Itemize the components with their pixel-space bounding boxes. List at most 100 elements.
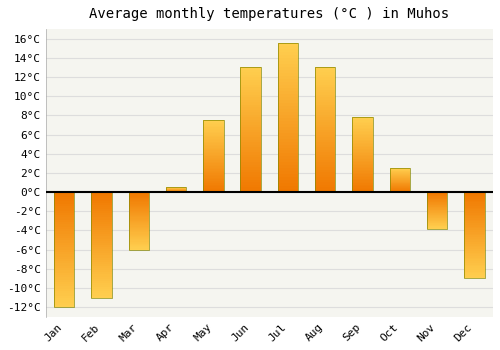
Bar — [278, 76, 298, 79]
Bar — [352, 188, 373, 189]
Bar — [54, 227, 74, 229]
Bar — [128, 206, 149, 207]
Bar — [91, 285, 112, 287]
Bar — [390, 179, 410, 180]
Bar — [315, 145, 336, 147]
Bar — [166, 187, 186, 192]
Bar — [128, 199, 149, 200]
Bar — [54, 259, 74, 261]
Bar — [91, 283, 112, 285]
Bar — [352, 134, 373, 135]
Bar — [278, 165, 298, 168]
Bar — [278, 49, 298, 52]
Bar — [427, 226, 448, 227]
Bar — [54, 201, 74, 204]
Bar — [240, 102, 261, 105]
Bar — [315, 140, 336, 142]
Bar — [464, 215, 484, 216]
Bar — [464, 233, 484, 235]
Bar — [128, 219, 149, 220]
Bar — [352, 143, 373, 144]
Bar — [427, 212, 448, 213]
Bar — [54, 197, 74, 199]
Bar — [427, 208, 448, 209]
Bar — [464, 192, 484, 279]
Bar — [91, 205, 112, 207]
Bar — [128, 225, 149, 227]
Bar — [91, 219, 112, 222]
Bar — [315, 105, 336, 107]
Bar — [315, 102, 336, 105]
Bar — [91, 266, 112, 268]
Bar — [315, 68, 336, 70]
Bar — [91, 226, 112, 228]
Bar — [203, 182, 224, 183]
Bar — [128, 204, 149, 205]
Bar — [464, 220, 484, 222]
Bar — [315, 80, 336, 82]
Bar — [352, 128, 373, 129]
Bar — [427, 214, 448, 215]
Bar — [315, 107, 336, 110]
Bar — [315, 68, 336, 192]
Bar — [278, 159, 298, 162]
Bar — [54, 280, 74, 282]
Bar — [390, 175, 410, 176]
Bar — [315, 90, 336, 92]
Bar — [278, 112, 298, 115]
Bar — [427, 224, 448, 225]
Bar — [278, 85, 298, 88]
Bar — [240, 68, 261, 192]
Bar — [203, 120, 224, 192]
Bar — [427, 198, 448, 199]
Bar — [203, 156, 224, 158]
Bar — [240, 88, 261, 90]
Bar — [240, 112, 261, 115]
Bar — [352, 135, 373, 137]
Bar — [278, 141, 298, 145]
Bar — [203, 120, 224, 121]
Bar — [91, 228, 112, 230]
Bar — [352, 155, 373, 156]
Bar — [91, 253, 112, 256]
Bar — [240, 170, 261, 172]
Bar — [91, 245, 112, 247]
Bar — [427, 219, 448, 220]
Bar — [91, 192, 112, 194]
Bar — [203, 181, 224, 182]
Bar — [240, 70, 261, 72]
Bar — [464, 235, 484, 237]
Bar — [390, 188, 410, 189]
Bar — [427, 201, 448, 202]
Bar — [128, 220, 149, 221]
Bar — [54, 266, 74, 268]
Bar — [427, 192, 448, 193]
Bar — [203, 159, 224, 160]
Bar — [464, 211, 484, 213]
Bar — [91, 234, 112, 237]
Bar — [315, 70, 336, 72]
Bar — [427, 223, 448, 224]
Bar — [315, 155, 336, 157]
Bar — [240, 162, 261, 165]
Bar — [278, 109, 298, 112]
Bar — [315, 157, 336, 160]
Bar — [390, 174, 410, 175]
Bar — [278, 43, 298, 192]
Bar — [278, 47, 298, 49]
Bar — [128, 241, 149, 243]
Bar — [203, 133, 224, 134]
Bar — [203, 185, 224, 186]
Bar — [128, 221, 149, 222]
Bar — [352, 123, 373, 125]
Bar — [54, 233, 74, 236]
Bar — [128, 228, 149, 229]
Bar — [240, 107, 261, 110]
Bar — [128, 197, 149, 198]
Bar — [128, 233, 149, 235]
Bar — [91, 209, 112, 211]
Bar — [128, 240, 149, 241]
Bar — [278, 67, 298, 70]
Bar — [390, 185, 410, 186]
Bar — [203, 123, 224, 125]
